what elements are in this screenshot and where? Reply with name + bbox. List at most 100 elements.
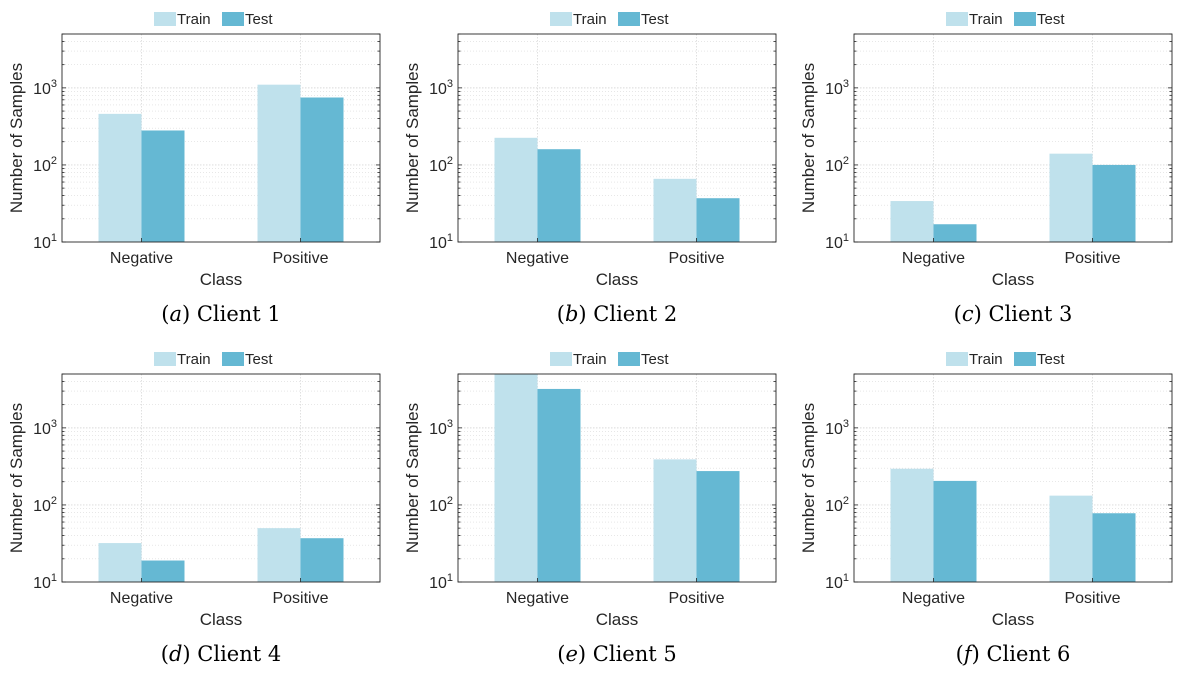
y-tick-label: 103: [825, 78, 849, 98]
panel-caption: (b) Client 2: [557, 302, 677, 326]
axes-box: [457, 33, 777, 243]
x-tick-label: Positive: [668, 590, 724, 607]
legend-label-test: Test: [1037, 351, 1065, 368]
legend: Train Test: [946, 11, 1065, 28]
y-tick-label: 102: [825, 155, 849, 175]
y-tick-label: 103: [429, 418, 453, 438]
legend-label-test: Test: [641, 351, 669, 368]
legend-swatch-train: [946, 12, 968, 26]
panel-caption: (d) Client 4: [161, 642, 281, 666]
chart-svg: 101 102 103 Negative Positive Class Number of …: [799, 11, 1173, 326]
bar-test-positive: [1092, 513, 1136, 582]
legend-label-test: Test: [245, 351, 273, 368]
bar-train-negative: [890, 468, 934, 582]
bar-train-negative: [98, 543, 142, 582]
x-tick-label: Negative: [110, 590, 173, 607]
bar-test-negative: [537, 388, 581, 582]
panel-caption: (e) Client 5: [557, 642, 676, 666]
axes-box: [457, 373, 777, 583]
chart-svg: 101 102 103 Negative Positive Class Number of …: [799, 351, 1173, 666]
y-tick-label: 101: [825, 232, 849, 252]
y-tick-label: 102: [429, 495, 453, 515]
chart-panel-2: 101 102 103 Negative Positive Class Number of …: [396, 0, 792, 337]
legend: Train Test: [154, 351, 273, 368]
legend-swatch-train: [154, 12, 176, 26]
bar-train-negative: [494, 374, 538, 582]
y-tick-label: 102: [429, 155, 453, 175]
x-tick-label: Negative: [110, 250, 173, 267]
bars: [890, 468, 1136, 582]
x-axis-label: Class: [992, 610, 1035, 629]
legend: Train Test: [154, 11, 273, 28]
legend-label-test: Test: [1037, 11, 1065, 28]
axes-box: [61, 33, 381, 243]
bar-test-positive: [300, 538, 344, 582]
x-axis-label: Class: [992, 270, 1035, 289]
legend-swatch-train: [154, 352, 176, 366]
legend-label-train: Train: [177, 11, 211, 28]
x-tick-label: Negative: [506, 250, 569, 267]
y-ticks: [854, 33, 1172, 243]
y-axis-label: Number of Samples: [799, 403, 818, 553]
y-tick-label: 102: [825, 495, 849, 515]
legend-label-train: Train: [573, 11, 607, 28]
y-axis-label: Number of Samples: [7, 63, 26, 213]
legend-label-train: Train: [969, 11, 1003, 28]
y-ticks: [62, 373, 380, 583]
y-tick-label: 103: [33, 418, 57, 438]
legend: Train Test: [550, 351, 669, 368]
y-ticks: [62, 33, 380, 243]
legend-swatch-test: [618, 352, 640, 366]
legend-label-train: Train: [969, 351, 1003, 368]
y-ticks: [458, 373, 776, 583]
bars: [890, 153, 1136, 242]
panel-caption: (f) Client 6: [956, 642, 1071, 666]
chart-svg: 101 102 103 Negative Positive Class Number of …: [7, 11, 381, 326]
legend: Train Test: [550, 11, 669, 28]
bar-test-negative: [933, 224, 977, 242]
y-axis-label: Number of Samples: [403, 63, 422, 213]
chart-panel-5: 101 102 103 Negative Positive Class Number of …: [396, 340, 792, 677]
bar-train-positive: [653, 178, 697, 242]
chart-panel-3: 101 102 103 Negative Positive Class Number of …: [792, 0, 1188, 337]
bars: [98, 84, 344, 242]
bar-train-positive: [257, 528, 301, 582]
y-ticks: [854, 373, 1172, 583]
legend-swatch-test: [1014, 352, 1036, 366]
x-axis-label: Class: [200, 270, 243, 289]
grid-lines: [62, 373, 380, 582]
x-axis-label: Class: [596, 270, 639, 289]
bars: [98, 528, 344, 582]
y-ticks: [458, 33, 776, 243]
y-axis-label: Number of Samples: [7, 403, 26, 553]
grid-lines: [854, 373, 1172, 582]
bar-train-positive: [653, 459, 697, 582]
y-tick-label: 101: [825, 572, 849, 592]
y-tick-label: 103: [429, 78, 453, 98]
bar-test-positive: [300, 97, 344, 242]
legend-swatch-test: [222, 352, 244, 366]
bar-test-negative: [537, 149, 581, 242]
bar-test-negative: [141, 130, 185, 242]
y-tick-label: 102: [33, 495, 57, 515]
bars: [494, 137, 740, 242]
chart-svg: 101 102 103 Negative Positive Class Number of …: [403, 351, 777, 666]
legend-swatch-test: [222, 12, 244, 26]
bar-test-positive: [696, 198, 740, 242]
bar-test-positive: [1092, 164, 1136, 242]
y-tick-label: 101: [429, 232, 453, 252]
axes-box: [61, 373, 381, 583]
y-tick-label: 103: [33, 78, 57, 98]
legend: Train Test: [946, 351, 1065, 368]
x-tick-label: Positive: [272, 250, 328, 267]
legend-label-test: Test: [641, 11, 669, 28]
bars: [494, 374, 740, 582]
bar-train-negative: [890, 201, 934, 242]
bar-train-positive: [1049, 495, 1093, 582]
panel-caption: (a) Client 1: [161, 302, 281, 326]
axes-box: [853, 373, 1173, 583]
x-tick-label: Positive: [1064, 250, 1120, 267]
y-tick-label: 103: [825, 418, 849, 438]
legend-swatch-train: [550, 352, 572, 366]
